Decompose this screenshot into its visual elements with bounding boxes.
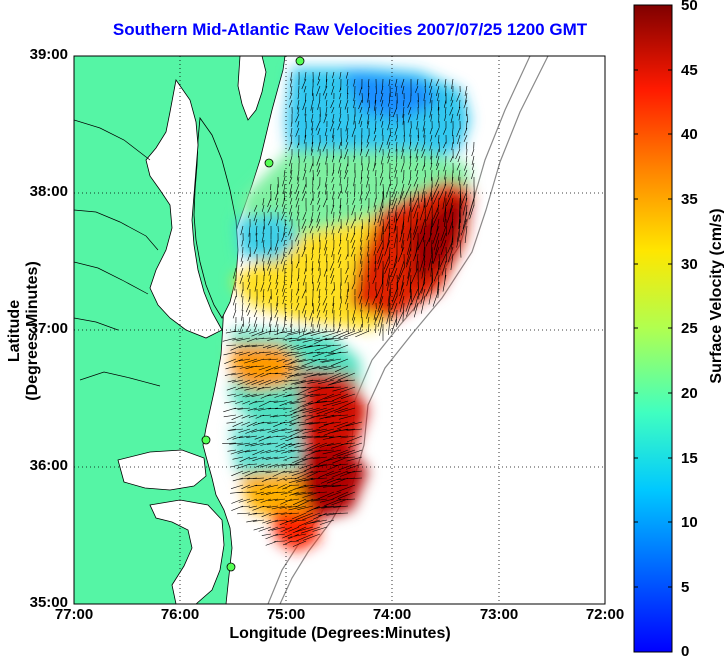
x-tick-label: 73:00	[479, 606, 519, 623]
colorbar-tick-label: 0	[681, 643, 690, 660]
radar-station-marker	[295, 56, 305, 66]
colorbar-tick-label: 30	[681, 256, 698, 273]
y-tick-label: 35:00	[29, 594, 68, 611]
colorbar-tick-label: 25	[681, 320, 698, 337]
colorbar	[633, 4, 673, 653]
plot-frame	[73, 55, 606, 605]
colorbar-label: Surface Velocity (cm/s)	[708, 208, 724, 384]
y-tick-label: 39:00	[29, 46, 68, 63]
colorbar-tick-label: 5	[681, 579, 690, 596]
colorbar-tick-label: 40	[681, 126, 698, 143]
radar-station-marker	[226, 562, 236, 572]
colorbar-ticks	[634, 69, 672, 588]
colorbar-tick-label: 10	[681, 514, 698, 531]
grid-lines	[74, 56, 605, 604]
colorbar-tick-label: 20	[681, 385, 698, 402]
x-tick-label: 77:00	[54, 606, 94, 623]
x-tick-label: 72:00	[585, 606, 625, 623]
albemarle-sound	[117, 449, 207, 491]
radar-station-marker	[264, 158, 274, 168]
x-tick-label: 75:00	[266, 606, 306, 623]
x-axis-label: Longitude (Degrees:Minutes)	[229, 625, 451, 642]
colorbar-tick-label: 15	[681, 450, 698, 467]
colorbar-tick-label: 50	[681, 0, 698, 14]
y-tick-label: 36:00	[29, 457, 68, 474]
x-tick-label: 74:00	[372, 606, 412, 623]
colorbar-tick-label: 45	[681, 62, 698, 79]
y-tick-label: 37:00	[29, 320, 68, 337]
colorbar-tick-label: 35	[681, 191, 698, 208]
delaware-bay	[237, 56, 267, 121]
x-tick-label: 76:00	[160, 606, 200, 623]
velocity-vectors	[222, 71, 475, 547]
delmarva-peninsula	[193, 116, 239, 319]
map-title: Southern Mid-Atlantic Raw Velocities 200…	[112, 20, 588, 39]
pamlico-sound	[149, 499, 225, 604]
chesapeake-bay	[145, 78, 223, 339]
radar-station-marker	[201, 435, 211, 445]
y-tick-label: 38:00	[29, 183, 68, 200]
rivers	[74, 119, 161, 387]
velocity-vector-arrows	[222, 71, 475, 547]
